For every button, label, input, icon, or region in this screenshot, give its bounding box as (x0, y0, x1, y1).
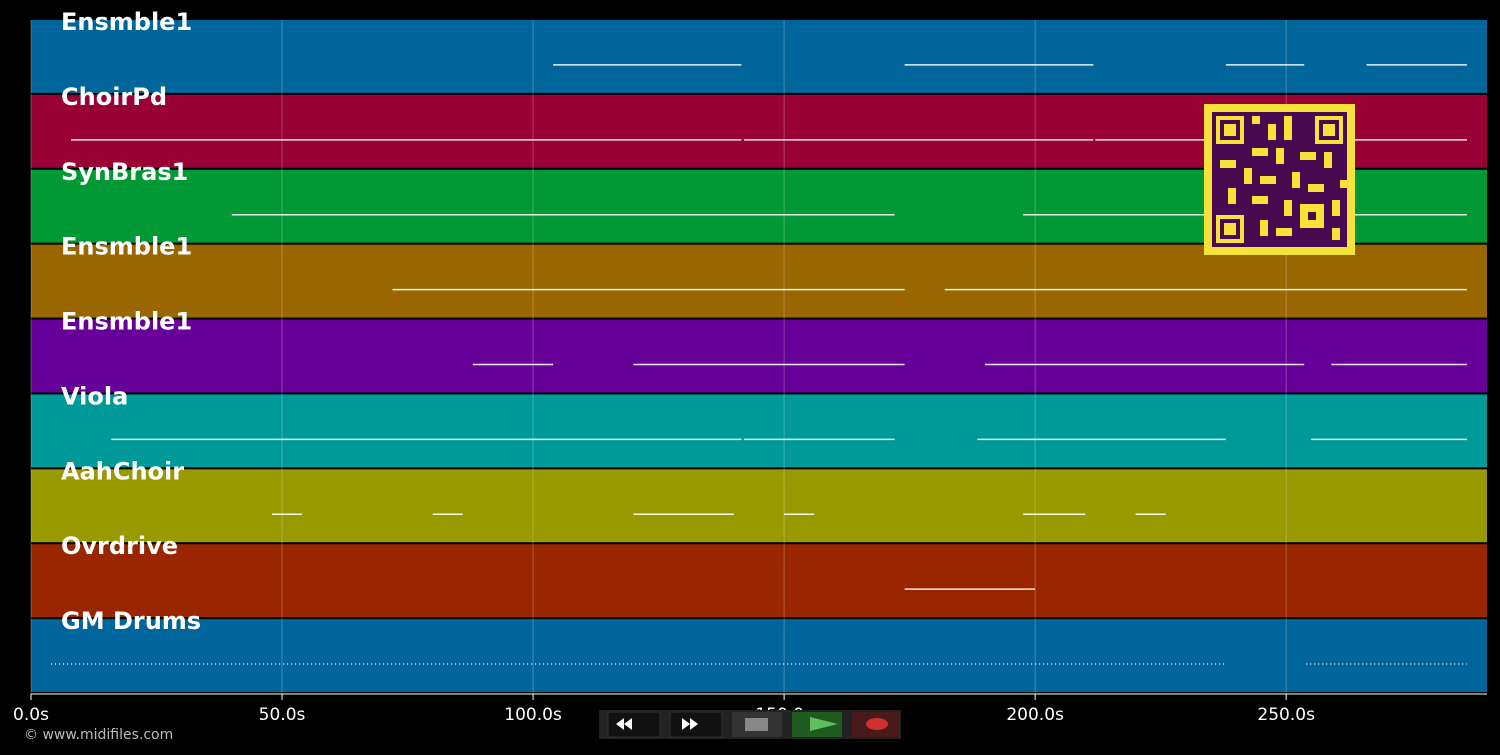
track-lane (31, 319, 1487, 393)
track-name: Ovrdrive (61, 532, 178, 560)
track-lane (31, 619, 1487, 692)
track-name: SynBras1 (61, 158, 188, 186)
track-lane (31, 244, 1487, 318)
track-name: GM Drums (61, 607, 201, 635)
track-name: Ensmble1 (61, 8, 192, 36)
rewind-icon (616, 718, 632, 730)
track-lane (31, 20, 1487, 93)
play-icon (810, 717, 838, 731)
x-tick-label: 100.0s (504, 705, 562, 725)
track-lane (31, 394, 1487, 468)
rewind-button[interactable] (607, 711, 661, 738)
x-tick-label: 250.0s (1257, 705, 1315, 725)
stop-icon (745, 718, 768, 731)
forward-icon (682, 718, 698, 730)
track-lane (31, 469, 1487, 543)
track-name: ChoirPd (61, 83, 167, 111)
track-name: Viola (61, 382, 128, 410)
record-icon (866, 718, 888, 730)
lanes: 0.0s50.0s100.0s150.0s200.0s250.0sEnsmble… (13, 8, 1487, 725)
x-tick-label: 50.0s (259, 705, 306, 725)
footer: © www.midifiles.com (24, 727, 173, 743)
track-name: AahChoir (61, 457, 184, 485)
x-tick-label: 200.0s (1006, 705, 1064, 725)
track-lane (31, 544, 1487, 618)
x-tick-label: 0.0s (13, 705, 49, 725)
track-name: Ensmble1 (61, 308, 192, 336)
controls (599, 710, 901, 739)
track-name: Ensmble1 (61, 233, 192, 261)
qr-code (1204, 104, 1355, 255)
